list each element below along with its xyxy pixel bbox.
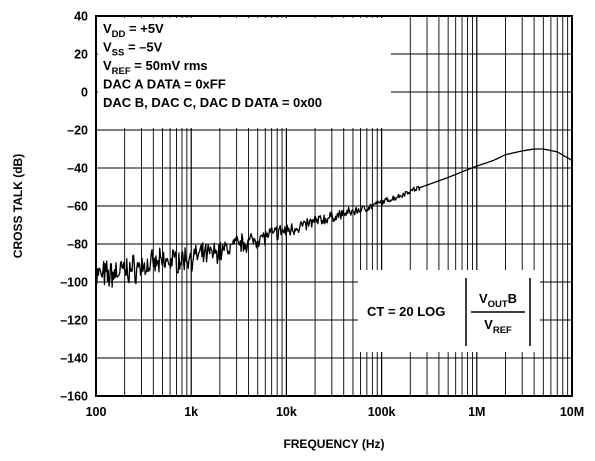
y-tick-label: –60	[67, 200, 88, 214]
condition-line: DAC B, DAC C, DAC D DATA = 0x00	[103, 95, 322, 110]
formula-box: CT = 20 LOG VOUTB VREF	[358, 270, 540, 352]
condition-main: DAC B, DAC C, DAC D DATA = 0x00	[103, 95, 322, 110]
cross-talk-curve	[95, 148, 573, 288]
condition-subscript: SS	[112, 48, 125, 59]
condition-line: VDD = +5V	[103, 21, 164, 40]
x-tick-label: 100k	[368, 405, 396, 419]
condition-line: VSS = –5V	[103, 40, 163, 59]
y-tick-label: –80	[67, 238, 88, 252]
y-tick-label: –100	[60, 276, 88, 290]
curve-layer	[95, 148, 573, 288]
x-tick-label: 10k	[276, 405, 297, 419]
y-tick-label: –120	[60, 314, 88, 328]
y-tick-label: –40	[67, 162, 88, 176]
y-tick-label: 40	[74, 10, 88, 24]
conditions-background	[98, 18, 391, 128]
x-tick-label: 10M	[560, 405, 584, 419]
formula-background	[358, 270, 540, 352]
plot-frame	[95, 15, 573, 397]
condition-value: = +5V	[125, 21, 164, 36]
x-tick-label: 1k	[184, 405, 198, 419]
y-axis-label: CROSS TALK (dB)	[11, 154, 25, 258]
condition-line: DAC A DATA = 0xFF	[103, 77, 226, 92]
condition-main: V	[103, 40, 112, 55]
formula-lhs: CT = 20 LOG	[367, 304, 445, 319]
y-tick-label: –140	[60, 352, 88, 366]
y-tick-label: –20	[67, 124, 88, 138]
condition-main: V	[103, 58, 112, 73]
formula-denominator: VREF	[484, 317, 512, 336]
condition-value: = 50mV rms	[131, 58, 208, 73]
x-axis-label: FREQUENCY (Hz)	[283, 437, 384, 451]
x-tick-label: 1M	[468, 405, 485, 419]
formula-numerator: VOUTB	[479, 291, 517, 310]
condition-value: = –5V	[124, 40, 162, 55]
condition-line: VREF = 50mV rms	[103, 58, 208, 77]
x-tick-labels: 100 1k 10k 100k 1M 10M	[86, 405, 585, 419]
y-tick-label: 20	[74, 48, 88, 62]
condition-subscript: DD	[112, 29, 126, 40]
y-tick-labels: 40 20 0 –20 –40 –60 –80 –100 –120 –140 –160	[60, 10, 88, 404]
condition-main: DAC A DATA = 0xFF	[103, 77, 226, 92]
y-tick-label: –160	[60, 390, 88, 404]
condition-main: V	[103, 21, 112, 36]
x-tick-label: 100	[86, 405, 107, 419]
condition-subscript: REF	[112, 66, 131, 77]
y-tick-label: 0	[81, 86, 88, 100]
